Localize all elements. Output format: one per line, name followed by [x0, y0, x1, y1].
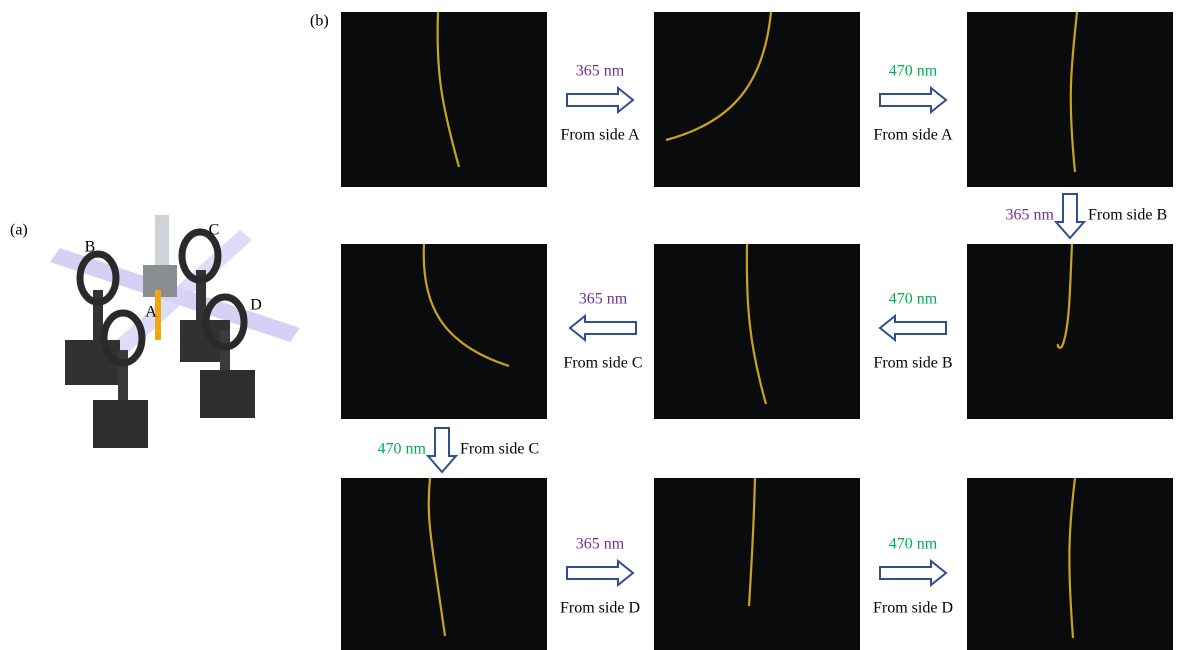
wavelength-label: 365 nm	[576, 63, 625, 80]
photo	[654, 244, 860, 419]
panel-label: (a)	[10, 222, 28, 239]
marker-label: D	[250, 297, 262, 314]
marker-label: B	[85, 239, 96, 256]
photo	[967, 478, 1173, 650]
arrow	[880, 561, 946, 585]
side-label: From side C	[460, 441, 539, 458]
photo	[967, 244, 1173, 419]
side-label: From side A	[560, 127, 640, 144]
side-label: From side C	[563, 355, 642, 372]
side-label: From side A	[873, 127, 953, 144]
photo	[654, 12, 860, 187]
arrow	[570, 316, 636, 340]
photo-background	[654, 12, 860, 187]
photo-background	[654, 478, 860, 650]
wavelength-label: 365 nm	[576, 536, 625, 553]
photo	[654, 478, 860, 650]
arrow	[880, 88, 946, 112]
figure: (a) (b) A B C D 365 nm From side A 470 nm From …	[0, 0, 1185, 650]
arrow	[567, 88, 633, 112]
photo	[967, 12, 1173, 187]
wavelength-label: 365 nm	[1006, 207, 1055, 224]
wavelength-label: 365 nm	[579, 291, 628, 308]
side-label: From side D	[560, 600, 640, 617]
photo-background	[654, 244, 860, 419]
photo	[341, 244, 547, 419]
arrow	[567, 561, 633, 585]
wavelength-label: 470 nm	[378, 441, 427, 458]
arrow	[428, 428, 456, 472]
marker-label: A	[145, 304, 157, 321]
wavelength-label: 470 nm	[889, 536, 938, 553]
side-label: From side D	[873, 600, 953, 617]
wavelength-label: 470 nm	[889, 63, 938, 80]
photo	[341, 478, 547, 650]
arrow	[880, 316, 946, 340]
photo	[341, 12, 547, 187]
side-label: From side B	[873, 355, 952, 372]
photo-background	[341, 244, 547, 419]
wavelength-label: 470 nm	[889, 291, 938, 308]
marker-label: C	[209, 222, 220, 239]
arrow	[1056, 194, 1084, 238]
panel-label: (b)	[310, 13, 329, 30]
side-label: From side B	[1088, 207, 1167, 224]
